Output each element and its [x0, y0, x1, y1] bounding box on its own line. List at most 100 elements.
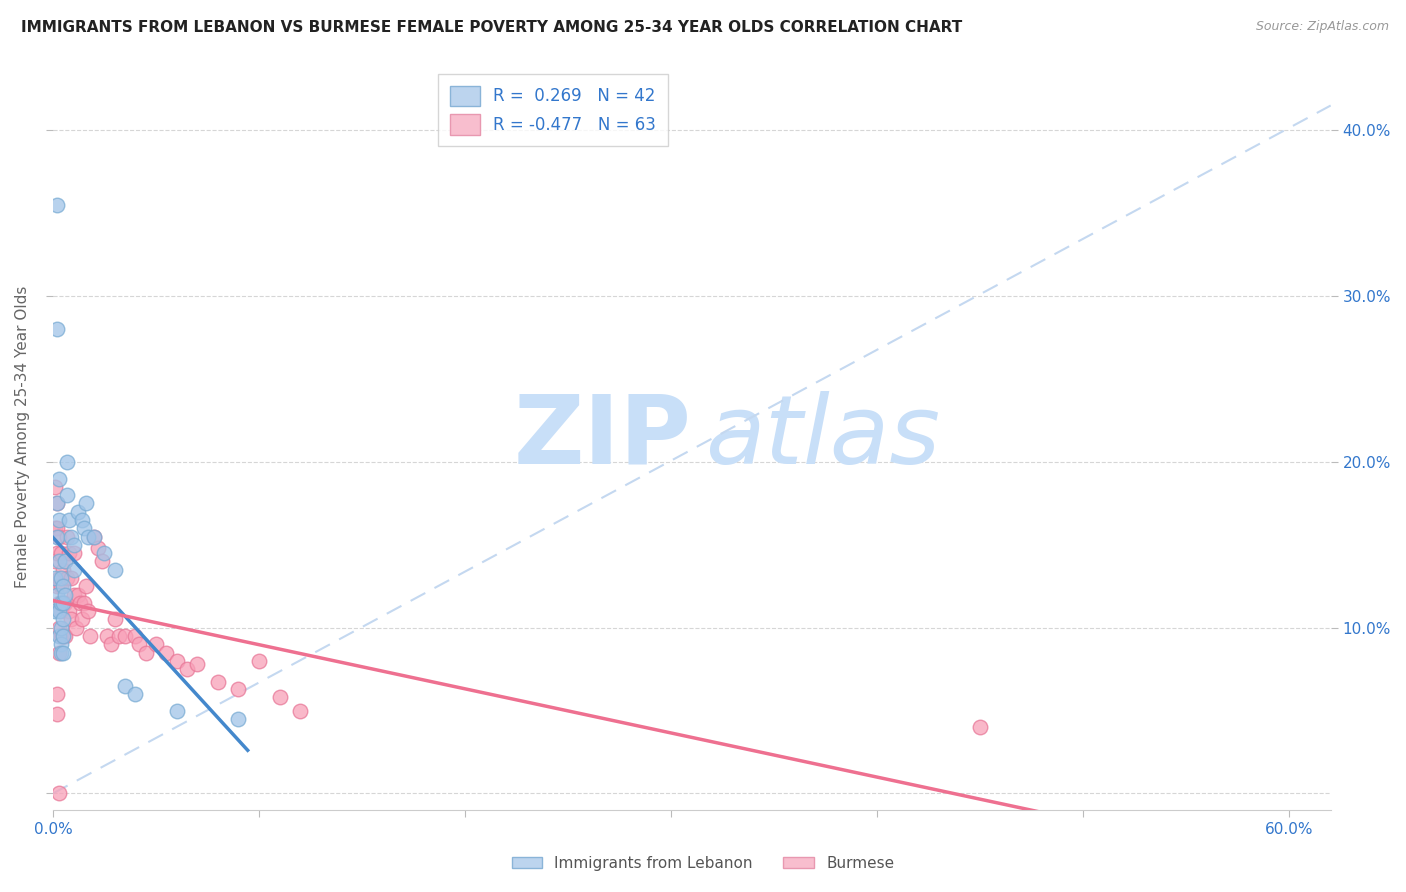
Point	[70, 513, 93, 527]
Point	[44, 480, 66, 494]
Point	[56, 455, 79, 469]
Point	[176, 662, 198, 676]
Point	[114, 679, 136, 693]
Point	[135, 646, 157, 660]
Point	[56, 529, 79, 543]
Point	[49, 637, 72, 651]
Point	[46, 496, 69, 510]
Point	[48, 596, 70, 610]
Point	[46, 322, 69, 336]
Point	[104, 612, 127, 626]
Point	[969, 720, 991, 734]
Point	[58, 604, 80, 618]
Point	[49, 629, 72, 643]
Point	[60, 571, 83, 585]
Point	[46, 579, 69, 593]
Point	[128, 637, 150, 651]
Point	[247, 654, 270, 668]
Point	[228, 681, 250, 696]
Point	[91, 554, 114, 568]
Point	[49, 604, 72, 618]
Y-axis label: Female Poverty Among 25-34 Year Olds: Female Poverty Among 25-34 Year Olds	[15, 285, 30, 588]
Point	[46, 529, 69, 543]
Point	[290, 704, 312, 718]
Point	[53, 629, 76, 643]
Point	[228, 712, 250, 726]
Point	[79, 629, 101, 643]
Point	[70, 612, 93, 626]
Point	[83, 529, 105, 543]
Point	[52, 612, 75, 626]
Text: atlas: atlas	[704, 391, 939, 483]
Point	[73, 596, 96, 610]
Text: Source: ZipAtlas.com: Source: ZipAtlas.com	[1256, 20, 1389, 33]
Point	[186, 657, 208, 672]
Point	[48, 787, 70, 801]
Point	[44, 521, 66, 535]
Point	[73, 521, 96, 535]
Point	[100, 637, 122, 651]
Point	[155, 646, 177, 660]
Point	[48, 471, 70, 485]
Point	[56, 488, 79, 502]
Point	[53, 554, 76, 568]
Point	[62, 563, 84, 577]
Point	[207, 675, 229, 690]
Point	[49, 579, 72, 593]
Legend: Immigrants from Lebanon, Burmese: Immigrants from Lebanon, Burmese	[506, 850, 900, 877]
Point	[77, 604, 100, 618]
Point	[104, 563, 127, 577]
Point	[56, 571, 79, 585]
Point	[52, 629, 75, 643]
Point	[66, 505, 89, 519]
Point	[46, 706, 69, 721]
Point	[52, 579, 75, 593]
Point	[75, 579, 97, 593]
Point	[62, 538, 84, 552]
Point	[52, 596, 75, 610]
Point	[53, 596, 76, 610]
Point	[66, 588, 89, 602]
Point	[49, 646, 72, 660]
Point	[60, 529, 83, 543]
Point	[46, 546, 69, 560]
Text: ZIP: ZIP	[515, 391, 692, 483]
Point	[62, 588, 84, 602]
Point	[48, 629, 70, 643]
Point	[96, 629, 118, 643]
Point	[46, 198, 69, 212]
Point	[46, 687, 69, 701]
Point	[49, 621, 72, 635]
Point	[49, 571, 72, 585]
Point	[53, 554, 76, 568]
Point	[269, 690, 291, 705]
Point	[83, 529, 105, 543]
Point	[166, 704, 188, 718]
Point	[58, 546, 80, 560]
Point	[52, 646, 75, 660]
Point	[87, 541, 110, 555]
Point	[93, 546, 115, 560]
Point	[62, 546, 84, 560]
Text: IMMIGRANTS FROM LEBANON VS BURMESE FEMALE POVERTY AMONG 25-34 YEAR OLDS CORRELAT: IMMIGRANTS FROM LEBANON VS BURMESE FEMAL…	[21, 20, 962, 35]
Point	[48, 529, 70, 543]
Point	[52, 629, 75, 643]
Point	[44, 554, 66, 568]
Point	[49, 596, 72, 610]
Point	[46, 588, 69, 602]
Point	[48, 621, 70, 635]
Point	[145, 637, 167, 651]
Point	[69, 596, 91, 610]
Point	[124, 687, 146, 701]
Point	[44, 604, 66, 618]
Point	[77, 529, 100, 543]
Point	[52, 563, 75, 577]
Point	[48, 513, 70, 527]
Point	[114, 629, 136, 643]
Point	[49, 546, 72, 560]
Point	[124, 629, 146, 643]
Point	[65, 621, 87, 635]
Legend: R =  0.269   N = 42, R = -0.477   N = 63: R = 0.269 N = 42, R = -0.477 N = 63	[439, 74, 668, 146]
Point	[46, 496, 69, 510]
Point	[52, 596, 75, 610]
